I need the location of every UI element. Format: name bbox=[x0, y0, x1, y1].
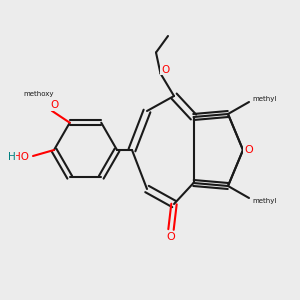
Text: O: O bbox=[244, 145, 253, 155]
Text: methoxy: methoxy bbox=[23, 91, 53, 97]
Text: methyl: methyl bbox=[252, 96, 276, 102]
Text: O: O bbox=[161, 65, 169, 75]
Text: O: O bbox=[51, 100, 59, 110]
Text: O: O bbox=[167, 232, 176, 242]
Text: H: H bbox=[8, 152, 15, 163]
Text: methyl: methyl bbox=[252, 198, 276, 204]
Text: HO: HO bbox=[13, 152, 29, 163]
